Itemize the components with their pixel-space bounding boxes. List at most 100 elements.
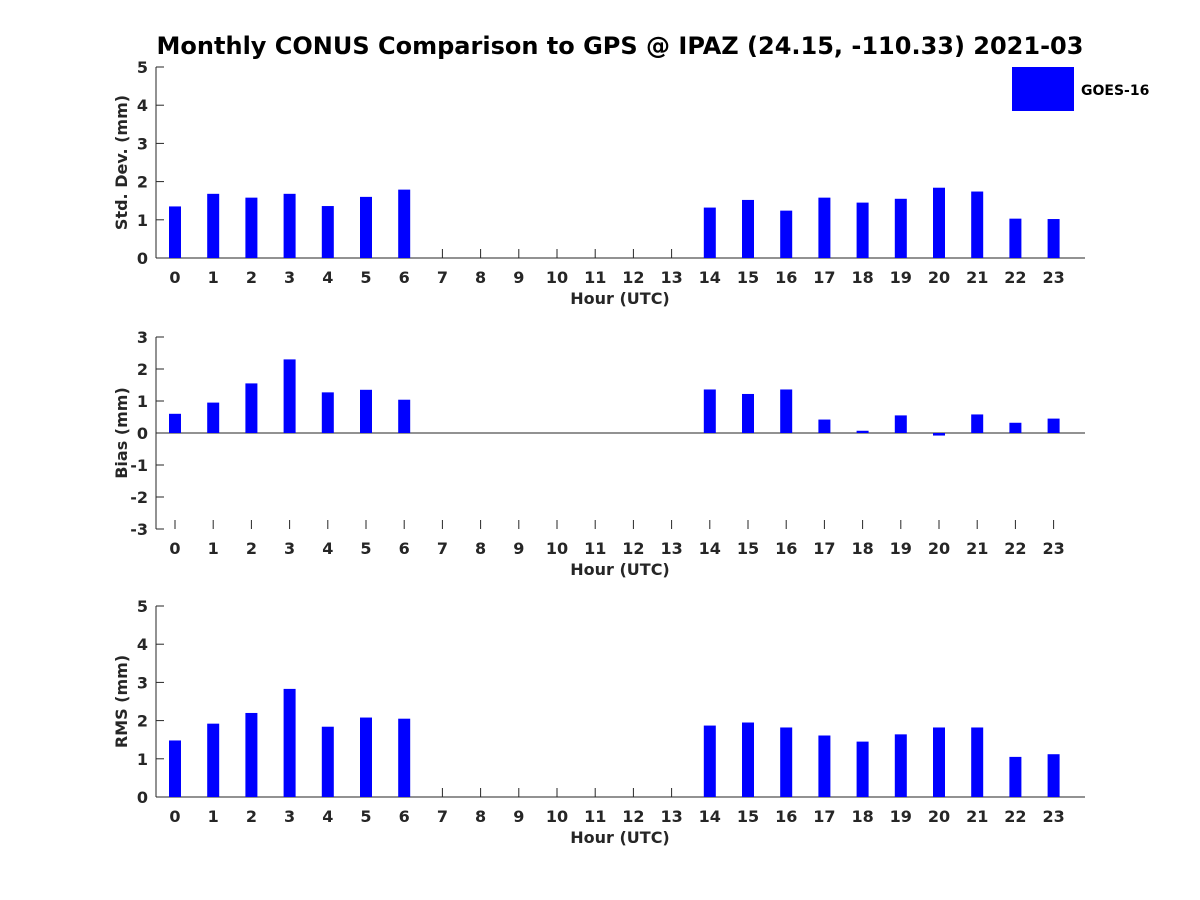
bias-bar-hour-17 <box>818 419 831 433</box>
std-dev-bar-hour-21 <box>971 191 984 258</box>
bias-x-tick-label: 10 <box>546 539 568 558</box>
std-dev-bar-hour-2 <box>245 197 258 258</box>
std-dev-x-tick-label: 3 <box>284 268 295 287</box>
rms-bar-hour-19 <box>894 734 907 797</box>
bias-bar-hour-2 <box>245 383 258 433</box>
rms-x-tick-label: 14 <box>699 807 721 826</box>
rms-bar-hour-6 <box>398 718 411 797</box>
rms-x-tick-label: 19 <box>890 807 912 826</box>
rms-bar-hour-20 <box>933 727 945 797</box>
rms-bar-hour-18 <box>856 741 869 797</box>
bias-x-tick-label: 17 <box>813 539 835 558</box>
bias-x-tick-label: 23 <box>1042 539 1064 558</box>
std-dev-x-tick-label: 11 <box>584 268 606 287</box>
bias-bar-hour-14 <box>703 389 716 433</box>
rms-x-tick-label: 2 <box>246 807 257 826</box>
std-dev-x-tick-label: 10 <box>546 268 568 287</box>
std-dev-x-label: Hour (UTC) <box>570 289 670 308</box>
std-dev-bar-hour-14 <box>703 207 716 258</box>
std-dev-y-tick-label: 3 <box>137 134 148 153</box>
std-dev-bar-hour-4 <box>321 206 334 258</box>
std-dev-bar-hour-3 <box>283 193 296 258</box>
std-dev-x-tick-label: 9 <box>513 268 524 287</box>
std-dev-x-tick-label: 14 <box>699 268 721 287</box>
rms-x-tick-label: 0 <box>169 807 180 826</box>
bias-y-tick-label: 0 <box>137 424 148 443</box>
rms-bar-hour-16 <box>780 727 793 797</box>
bias-x-tick-label: 19 <box>890 539 912 558</box>
std-dev-y-label: Std. Dev. (mm) <box>112 95 131 230</box>
std-dev-y-tick-label: 1 <box>137 211 148 230</box>
bias-x-tick-label: 14 <box>699 539 721 558</box>
bias-x-tick-label: 5 <box>360 539 371 558</box>
rms-bar-hour-21 <box>971 727 984 797</box>
bias-bar-hour-21 <box>971 414 984 433</box>
rms-x-tick-label: 22 <box>1004 807 1026 826</box>
rms-y-tick-label: 5 <box>137 597 148 616</box>
bias-y-label: Bias (mm) <box>112 387 131 479</box>
std-dev-x-tick-label: 19 <box>890 268 912 287</box>
bias-x-tick-label: 1 <box>208 539 219 558</box>
legend-swatch <box>1012 67 1074 111</box>
rms-bar-hour-23 <box>1047 754 1060 797</box>
bias-bar-hour-19 <box>894 415 907 433</box>
std-dev-x-tick-label: 20 <box>928 268 950 287</box>
bias-y-tick-label: 3 <box>137 328 148 347</box>
bias-bar-hour-23 <box>1047 418 1060 433</box>
bias-bar-hour-3 <box>283 359 296 433</box>
bias-bar-hour-20 <box>933 433 945 436</box>
std-dev-x-tick-label: 12 <box>622 268 644 287</box>
rms-bar-hour-22 <box>1009 756 1022 797</box>
bias-bar-hour-4 <box>321 392 334 433</box>
std-dev-x-tick-label: 8 <box>475 268 486 287</box>
bias-x-tick-label: 3 <box>284 539 295 558</box>
rms-bar-hour-2 <box>245 712 258 797</box>
std-dev-x-tick-label: 16 <box>775 268 797 287</box>
bias-bar-hour-1 <box>207 402 220 433</box>
bias-x-tick-label: 11 <box>584 539 606 558</box>
std-dev-x-tick-label: 1 <box>208 268 219 287</box>
bias-x-tick-label: 9 <box>513 539 524 558</box>
rms-y-label: RMS (mm) <box>112 655 131 748</box>
rms-x-tick-label: 1 <box>208 807 219 826</box>
std-dev-x-tick-label: 13 <box>660 268 682 287</box>
rms-bar-hour-17 <box>818 735 831 797</box>
bias-x-tick-label: 15 <box>737 539 759 558</box>
bias-bar-hour-16 <box>780 389 793 433</box>
legend-label: GOES-16 <box>1081 83 1149 99</box>
legend: GOES-16 <box>1012 67 1149 111</box>
bias-x-tick-label: 12 <box>622 539 644 558</box>
rms-bar-hour-0 <box>169 740 181 797</box>
chart-title: Monthly CONUS Comparison to GPS @ IPAZ (… <box>157 32 1084 60</box>
std-dev-x-tick-label: 7 <box>437 268 448 287</box>
bias-x-tick-label: 4 <box>322 539 333 558</box>
rms-x-tick-label: 10 <box>546 807 568 826</box>
rms-bar-hour-15 <box>742 722 754 797</box>
rms-x-tick-label: 5 <box>360 807 371 826</box>
bias-x-tick-label: 0 <box>169 539 180 558</box>
std-dev-bar-hour-23 <box>1047 219 1060 258</box>
bias-y-tick-label: -2 <box>130 488 148 507</box>
bias-bar-hour-22 <box>1009 422 1022 433</box>
rms-x-tick-label: 21 <box>966 807 988 826</box>
std-dev-x-tick-label: 6 <box>399 268 410 287</box>
rms-y-tick-label: 0 <box>137 788 148 807</box>
bias-x-tick-label: 6 <box>399 539 410 558</box>
std-dev-bar-hour-17 <box>818 197 831 258</box>
std-dev-bar-hour-19 <box>894 198 907 258</box>
bias-x-tick-label: 7 <box>437 539 448 558</box>
rms-x-tick-label: 6 <box>399 807 410 826</box>
std-dev-bar-hour-1 <box>207 193 220 258</box>
rms-y-tick-label: 2 <box>137 712 148 731</box>
bias-x-tick-label: 22 <box>1004 539 1026 558</box>
std-dev-y-tick-label: 0 <box>137 249 148 268</box>
std-dev-bar-hour-20 <box>933 187 945 258</box>
rms-bar-hour-3 <box>283 688 296 797</box>
std-dev-x-tick-label: 0 <box>169 268 180 287</box>
std-dev-bar-hour-5 <box>360 196 372 258</box>
bias-x-tick-label: 2 <box>246 539 257 558</box>
std-dev-x-tick-label: 17 <box>813 268 835 287</box>
